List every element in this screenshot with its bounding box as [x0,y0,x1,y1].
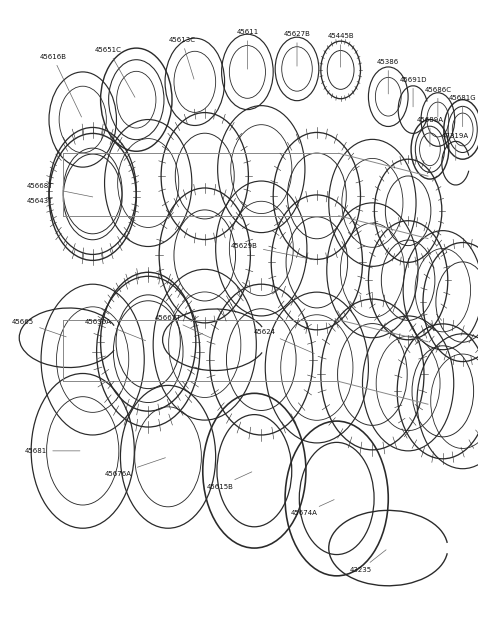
Text: 45651C: 45651C [95,47,135,97]
Text: 45689A: 45689A [417,117,444,146]
Text: 45386: 45386 [377,59,399,94]
Text: 45615B: 45615B [206,472,252,489]
Text: 45667T: 45667T [155,315,212,339]
Text: 45613C: 45613C [168,37,195,79]
Text: 45681: 45681 [25,448,80,454]
Text: 45611: 45611 [236,29,259,69]
Text: 45624: 45624 [253,329,314,353]
Text: 45643T: 45643T [26,198,53,204]
Text: 47319A: 47319A [442,133,469,161]
Text: 45681G: 45681G [449,95,477,127]
Text: 45686C: 45686C [424,87,451,117]
Text: 45665: 45665 [12,319,66,337]
Text: 45445B: 45445B [327,33,354,67]
Text: 45616B: 45616B [39,54,82,117]
Text: 45629B: 45629B [231,242,314,260]
Text: 45676A: 45676A [105,458,166,476]
Text: 45691D: 45691D [399,77,427,107]
Text: 45674A: 45674A [290,499,334,517]
Text: 43235: 43235 [349,550,386,573]
Text: 45668T: 45668T [26,183,53,189]
Text: 45627B: 45627B [284,32,311,66]
Text: 45630A: 45630A [85,319,145,341]
